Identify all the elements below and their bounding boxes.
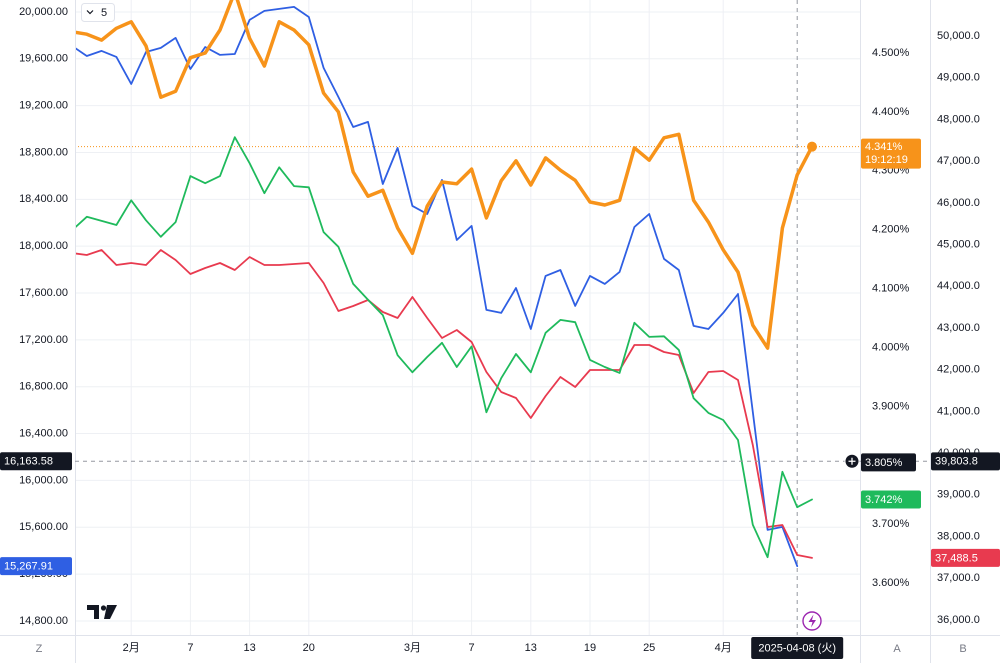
add-button-icon <box>848 457 856 465</box>
y-tick-label: 15,600.00 <box>19 521 68 533</box>
x-tick-label: 13 <box>525 642 537 654</box>
last-value-label: 3.742% <box>865 494 903 506</box>
last-value-label-box <box>931 548 1000 567</box>
series-line <box>75 136 813 559</box>
series-button[interactable]: 5 <box>81 3 115 22</box>
series-count: 5 <box>101 7 107 19</box>
last-point <box>807 141 817 152</box>
x-tick-label: 7 <box>187 642 193 654</box>
y3-tick-label: 38,000.0 <box>937 530 980 542</box>
axis-button[interactable]: B <box>959 643 966 655</box>
x-tick-label: 4月 <box>715 642 732 654</box>
x-tick-label: 13 <box>243 642 255 654</box>
y-tick-label: 16,400.00 <box>19 427 68 439</box>
y2-tick-label: 4.400% <box>872 106 910 118</box>
x-tick-label: 3月 <box>404 642 421 654</box>
x-tick-label: 19 <box>584 642 596 654</box>
crosshair-y2-label-box <box>861 453 916 472</box>
y-tick-label: 16,800.00 <box>19 381 68 393</box>
last-value-label: 37,488.5 <box>935 552 978 564</box>
last-value-label: 15,267.91 <box>4 561 53 573</box>
y-tick-label: 19,200.00 <box>19 100 68 112</box>
y3-tick-label: 48,000.0 <box>937 113 980 125</box>
series-line <box>75 0 814 350</box>
y3-tick-label: 45,000.0 <box>937 238 980 250</box>
y3-tick-label: 41,000.0 <box>937 405 980 417</box>
last-value-box <box>861 138 921 169</box>
y3-tick-label: 47,000.0 <box>937 155 980 167</box>
x-tick-label: 25 <box>643 642 655 654</box>
y3-tick-label: 46,000.0 <box>937 197 980 209</box>
crosshair-y2-label: 3.805% <box>865 457 903 469</box>
axis-button[interactable]: A <box>893 643 901 655</box>
axes: 20,000.00 19,600.00 19,200.00 18,800.00 18,4… <box>19 6 980 654</box>
y2-tick-label: 3.900% <box>872 400 910 412</box>
crosshair-y3-label: 39,803.8 <box>935 456 978 468</box>
crosshair-y-label: 16,163.58 <box>4 456 53 468</box>
y2-tick-label: 4.500% <box>872 47 910 59</box>
last-value-label-box <box>861 490 921 509</box>
y-tick-label: 18,400.00 <box>19 193 68 205</box>
y2-tick-label: 4.100% <box>872 283 910 295</box>
y3-tick-label: 43,000.0 <box>937 322 980 334</box>
y2-tick-label: 3.600% <box>872 577 910 589</box>
y3-tick-label: 37,000.0 <box>937 572 980 584</box>
countdown: 19:12:19 <box>865 154 908 166</box>
y-tick-label: 14,800.00 <box>19 615 68 627</box>
last-value-label-box <box>0 557 72 576</box>
y-tick-label: 18,800.00 <box>19 146 68 158</box>
x-tick-label: 7 <box>469 642 475 654</box>
tags: 15,267.91 37,488.5 3.742% 4.341%19:12:19 16,… <box>0 138 1000 659</box>
crosshair-y3-label-box <box>931 452 1000 471</box>
grid <box>75 0 860 635</box>
y-tick-label: 20,000.00 <box>19 6 68 18</box>
last-value-label: 4.341% <box>865 141 903 153</box>
y3-tick-label: 39,000.0 <box>937 489 980 501</box>
y-tick-label: 16,000.00 <box>19 474 68 486</box>
y2-tick-label: 4.000% <box>872 341 910 353</box>
y3-tick-label: 42,000.0 <box>937 364 980 376</box>
y2-tick-label: 4.200% <box>872 224 910 236</box>
y3-tick-label: 50,000.0 <box>937 30 980 42</box>
y3-tick-label: 36,000.0 <box>937 614 980 626</box>
y3-tick-label: 44,000.0 <box>937 280 980 292</box>
crosshair-x-label: 2025-04-08 (火) <box>758 642 836 654</box>
y3-tick-label: 49,000.0 <box>937 72 980 84</box>
y2-tick-label: 3.700% <box>872 518 910 530</box>
alert-icon[interactable] <box>802 611 822 631</box>
crosshair-y-label-box <box>0 452 72 471</box>
logo[interactable] <box>87 605 117 619</box>
y-tick-label: 17,200.00 <box>19 334 68 346</box>
x-tick-label: 2月 <box>123 642 140 654</box>
plot <box>75 0 860 567</box>
x-tick-label: 20 <box>303 642 315 654</box>
y-tick-label: 19,600.00 <box>19 53 68 65</box>
y-tick-label: 17,600.00 <box>19 287 68 299</box>
y-tick-label: 18,000.00 <box>19 240 68 252</box>
crosshair-x-box <box>751 637 844 659</box>
axis-button[interactable]: Z <box>36 643 43 655</box>
